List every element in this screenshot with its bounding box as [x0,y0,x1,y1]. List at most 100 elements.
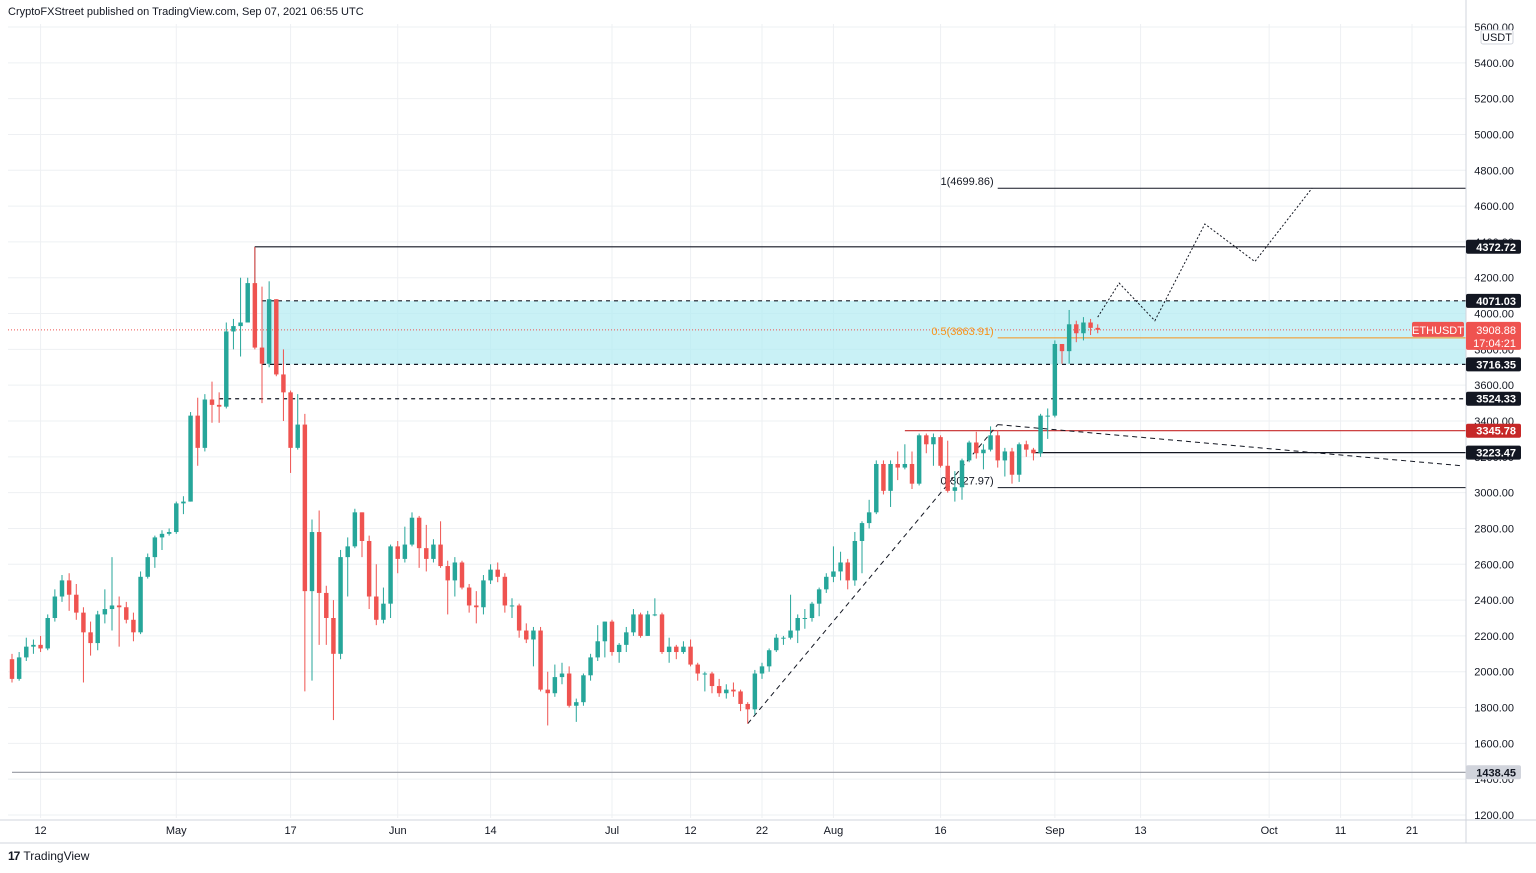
candle-body [1031,449,1036,454]
tradingview-logo-icon: 17 [8,849,20,863]
candle-body [1081,322,1086,334]
y-tick-label: 5000.00 [1474,129,1514,141]
candle-body [674,646,679,653]
candle-body [759,666,765,674]
candle-body [652,614,658,616]
candle-body [1095,327,1100,330]
candle-body [538,630,543,690]
candle-body [481,580,486,608]
candle-body [902,463,908,468]
candle-body [302,424,308,592]
x-tick-label: Oct [1261,825,1278,837]
candle-body [666,646,672,653]
candle-body [59,580,65,597]
x-tick-label: 14 [484,825,496,837]
candle-body [809,603,815,618]
currency-label: USDT [1482,32,1512,44]
trendlines-layer [747,424,1463,724]
candle-body [288,392,293,448]
candle-body [616,644,622,653]
candle-body [602,621,608,642]
candle-body [138,576,143,633]
candle-body [959,460,965,488]
candle-body [895,463,900,468]
candle-body [309,532,315,592]
candle-body [131,619,136,633]
candle-body [209,399,215,405]
candle-body [459,562,465,588]
candle-body [474,605,479,608]
candle-body [488,569,493,581]
candle-body [45,618,50,649]
x-tick-label: 11 [1335,825,1346,837]
candle-body [1088,322,1093,328]
level-tag: 3223.47 [1476,448,1516,460]
candle-body [709,673,715,687]
y-tick-label: 2000.00 [1474,667,1514,679]
candle-body [295,424,300,448]
candle-body [824,576,829,590]
level-tag-bg [1466,423,1521,438]
candle-body [566,673,572,706]
candle-body [545,689,550,694]
candle-body [31,644,36,647]
candle-body [1045,415,1050,417]
candle-body [509,605,515,607]
x-tick-label: Jul [605,825,619,837]
projection-layer [1097,187,1313,322]
x-tick-label: Aug [824,825,844,837]
publish-header: CryptoFXStreet published on TradingView.… [8,6,364,18]
candle-body [116,605,122,608]
candle-body [781,637,786,639]
candle-body [752,673,758,710]
candle-body [866,512,872,524]
current-price-value: 3908.88 [1476,325,1516,337]
level-tag: 3524.33 [1476,394,1516,406]
candle-body [938,437,943,466]
x-tick-label: 22 [756,825,768,837]
y-tick-label: 1800.00 [1474,703,1514,715]
candle-body [502,576,508,606]
symbol-tag-bg [1412,321,1464,337]
candle-body [231,326,236,332]
candle-body [74,594,79,613]
candle-body [381,603,386,620]
candle-body [766,650,772,667]
x-tick-label: 13 [1134,825,1146,837]
level-tag: 1438.45 [1476,767,1516,779]
candle-body [202,399,208,448]
candle-body [66,580,72,595]
candle-body [345,546,350,558]
candle-body [452,562,458,581]
candle-body [352,512,358,547]
candle-body [181,501,186,504]
candle-body [159,533,165,538]
demand-zone-layer [262,300,1466,365]
demand-zone [262,300,1466,365]
trendline [997,424,1463,467]
candle-body [531,630,536,640]
current-price-tag-bg [1466,321,1521,350]
candle-body [324,592,329,618]
levels-layer: 1(4699.86) 0.5(3863.91) 0(3027.97) [8,176,1466,773]
candle-body [388,546,393,604]
candle-body [174,503,179,533]
candle-body [795,618,800,631]
candle-body [466,587,472,606]
candle-body [916,435,922,484]
candle-body [1009,451,1015,475]
candle-body [402,544,408,559]
y-tick-label: 1600.00 [1474,738,1514,750]
candle-body [724,689,729,694]
candle-body [966,442,972,461]
candle-body [38,644,43,649]
candle-body [909,463,915,484]
candle-body [702,673,708,675]
x-tick-label: Jun [389,825,407,837]
candle-body [995,435,1000,461]
candles-layer [9,246,1100,726]
candle-body [716,686,722,694]
candle-body [224,331,229,407]
level-tag-bg [1466,239,1521,254]
